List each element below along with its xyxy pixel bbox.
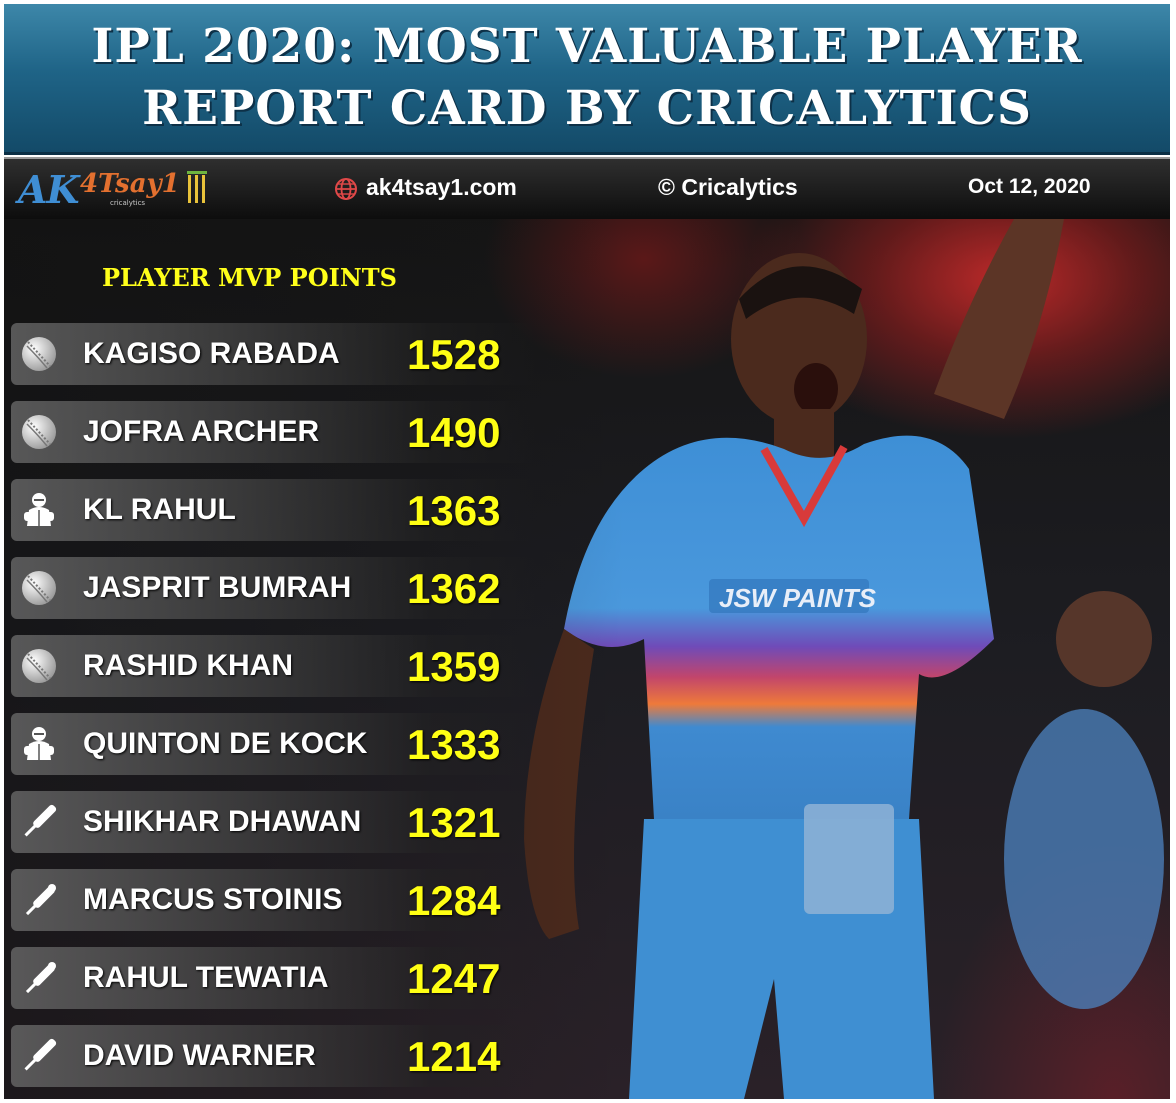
globe-icon [335, 178, 357, 200]
cricket-bat-icon [19, 1036, 59, 1076]
player-name: KL RAHUL [83, 493, 236, 526]
svg-text:JSW PAINTS: JSW PAINTS [719, 583, 877, 613]
player-row: QUINTON DE KOCK 1333 [11, 713, 536, 775]
logo-4tsay: 4Tsay1 [80, 169, 180, 199]
logo-ak: AK [18, 167, 80, 212]
title-line-2: REPORT CARD BY CRICALYTICS [142, 81, 1032, 136]
copyright-text: © Cricalytics [658, 174, 798, 200]
mvp-points-value: 1359 [407, 643, 501, 690]
player-row: MARCUS STOINIS 1284 [11, 869, 536, 931]
info-bar: AK 4Tsay1 cricalytics ak4tsay1.com © Cri… [4, 157, 1170, 221]
mvp-points-value: 1333 [407, 721, 501, 768]
cricket-ball-icon [19, 646, 59, 686]
bat-and-ball-icon [19, 958, 59, 998]
mvp-points-value: 1214 [407, 1033, 501, 1080]
player-name: RASHID KHAN [83, 649, 293, 682]
bat-and-ball-icon [19, 880, 59, 920]
mvp-points-value: 1247 [407, 955, 501, 1002]
mvp-points-value: 1528 [407, 331, 501, 378]
player-name: SHIKHAR DHAWAN [83, 805, 362, 838]
player-row: RAHUL TEWATIA 1247 [11, 947, 536, 1009]
mvp-points-value: 1362 [407, 565, 501, 612]
site-logo: AK 4Tsay1 cricalytics [18, 165, 208, 212]
player-row: JOFRA ARCHER 1490 [11, 401, 536, 463]
website-link[interactable]: ak4tsay1.com [366, 174, 517, 200]
cricket-ball-icon [19, 568, 59, 608]
cricket-ball-icon [19, 412, 59, 452]
player-row: SHIKHAR DHAWAN 1321 [11, 791, 536, 853]
wicketkeeper-icon [19, 490, 59, 530]
title-line-1: IPL 2020: MOST VALUABLE PLAYER [91, 19, 1083, 74]
player-name: KAGISO RABADA [83, 337, 340, 370]
player-name: RAHUL TEWATIA [83, 961, 329, 994]
mvp-points-value: 1490 [407, 409, 501, 456]
player-name: JOFRA ARCHER [83, 415, 320, 448]
player-name: MARCUS STOINIS [83, 883, 343, 916]
stumps-icon [187, 171, 207, 203]
mvp-points-value: 1321 [407, 799, 501, 846]
logo-tagline: cricalytics [110, 199, 146, 207]
player-row: DAVID WARNER 1214 [11, 1025, 536, 1087]
player-row: JASPRIT BUMRAH 1362 [11, 557, 536, 619]
player-row: KAGISO RABADA 1528 [11, 323, 536, 385]
cricket-ball-icon [19, 334, 59, 374]
mvp-points-value: 1363 [407, 487, 501, 534]
mvp-heading: PLAYER MVP POINTS [102, 263, 397, 292]
cricket-bat-icon [19, 802, 59, 842]
main-panel: JSW PAINTS PLAYER MVP POINTS KAGISO RABA… [4, 219, 1170, 1099]
wicketkeeper-icon [19, 724, 59, 764]
mvp-points-value: 1284 [407, 877, 501, 924]
player-row: KL RAHUL 1363 [11, 479, 536, 541]
player-name: QUINTON DE KOCK [83, 727, 368, 760]
player-name: DAVID WARNER [83, 1039, 316, 1072]
date-text: Oct 12, 2020 [968, 175, 1091, 198]
player-row: RASHID KHAN 1359 [11, 635, 536, 697]
title-banner: IPL 2020: MOST VALUABLE PLAYER REPORT CA… [4, 4, 1170, 155]
player-name: JASPRIT BUMRAH [83, 571, 352, 604]
